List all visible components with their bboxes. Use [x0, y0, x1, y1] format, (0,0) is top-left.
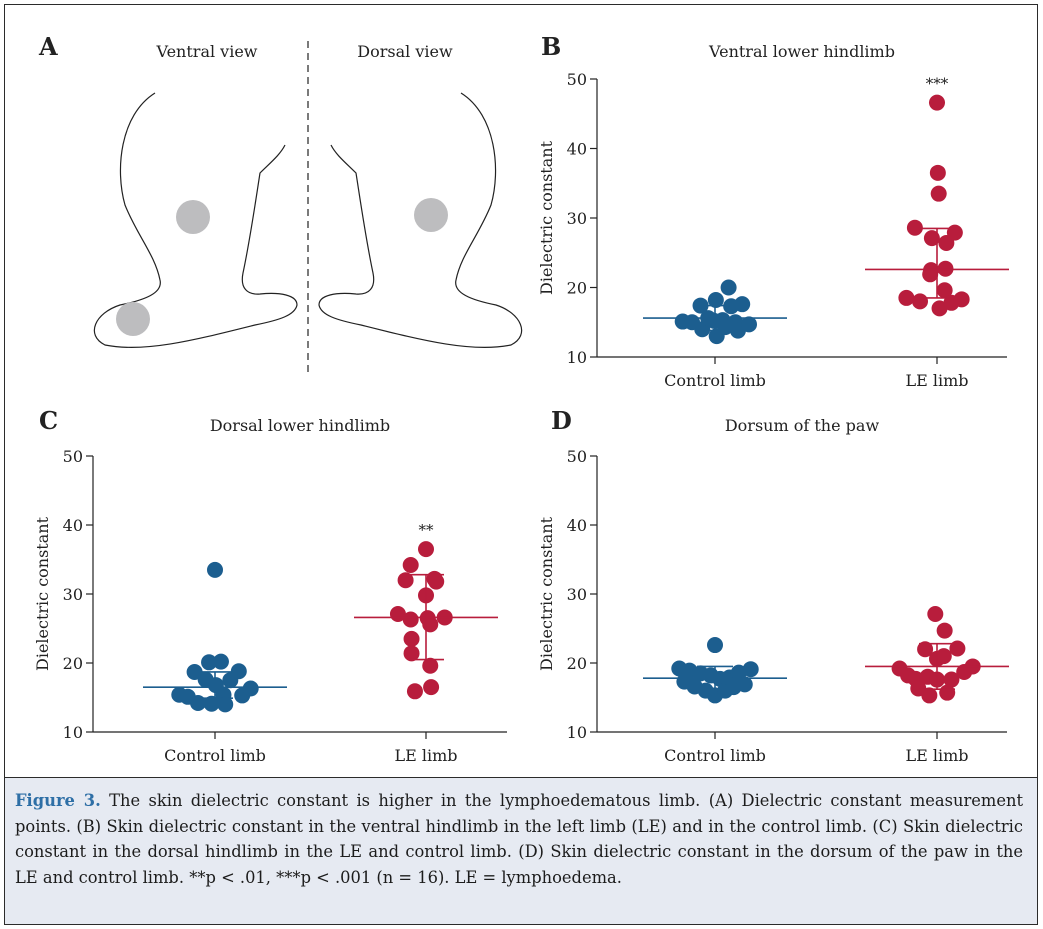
figure-label: Figure 3.	[15, 791, 101, 810]
panel-b-letter: B	[541, 32, 561, 61]
panel-c-data-point	[428, 573, 445, 590]
panel-d-y-tick-label: 30	[567, 585, 587, 604]
panel-c-y-tick-label: 40	[63, 516, 83, 535]
panel-c-data-point	[403, 630, 420, 647]
panel-c-data-point	[203, 695, 220, 712]
ventral-limb-outline	[93, 92, 298, 349]
panel-c-data-point	[422, 657, 439, 674]
panel-d-y-tick-label: 10	[567, 723, 587, 742]
panel-d-data-point	[736, 676, 753, 693]
panel-d-data-point	[917, 641, 934, 658]
panel-c-y-tick-label: 50	[63, 447, 83, 466]
panel-c-y-tick-label: 30	[63, 585, 83, 604]
measurement-point-dorsal	[414, 198, 448, 232]
panel-b-title: Ventral lower hindlimb	[708, 42, 895, 61]
panel-d-letter: D	[551, 406, 572, 435]
panel-c-data-point	[422, 616, 439, 633]
panel-d-data-point	[707, 637, 723, 654]
panel-d-data-point	[949, 640, 966, 657]
panel-d-category-label: Control limb	[664, 746, 766, 765]
panel-b-y-tick-label: 30	[567, 209, 587, 228]
panel-d-data-point	[927, 606, 944, 623]
panel-b-data-point	[929, 94, 945, 111]
panel-c-category-label: LE limb	[394, 746, 457, 765]
panel-b-y-tick-label: 10	[567, 348, 587, 367]
panel-c-data-point	[402, 611, 419, 628]
panel-c-data-point	[397, 572, 414, 589]
panel-b-data-point	[930, 185, 947, 202]
dorsal-view-label: Dorsal view	[357, 42, 453, 61]
panel-b-data-point	[931, 300, 948, 317]
panel-c-category-label: Control limb	[164, 746, 266, 765]
panel-b-y-axis-label: Dielectric constant	[537, 140, 556, 295]
panel-c-chart: C Dorsal lower hindlimb 10 20 30 40 50 Dielect…	[33, 406, 507, 765]
figure-caption: Figure 3. The skin dielectric constant i…	[5, 777, 1037, 924]
panel-b-data-point	[946, 224, 963, 241]
panel-b-category-label: LE limb	[905, 371, 968, 390]
panel-d-data-point	[943, 671, 960, 688]
panel-c-data-point	[201, 654, 218, 671]
panel-c-y-tick-label: 20	[63, 654, 83, 673]
panel-b-data-point	[906, 219, 923, 236]
panel-b-y-tick-label: 40	[567, 140, 587, 159]
panel-b-category-label: Control limb	[664, 371, 766, 390]
panel-b-y-tick-label: 50	[567, 70, 587, 89]
panel-b-y-tick-label: 20	[567, 279, 587, 298]
panel-b-data-point	[720, 279, 737, 296]
panel-c-title: Dorsal lower hindlimb	[210, 416, 390, 435]
panel-d-data-point	[935, 648, 952, 665]
panel-b-chart: B Ventral lower hindlimb 10 20 30 40 50 Dielec…	[537, 32, 1009, 390]
panel-c-data-point	[212, 653, 229, 670]
panel-b-data-point	[912, 293, 928, 310]
panel-c-data-point	[406, 683, 423, 700]
panel-b-data-point	[898, 289, 915, 306]
panel-c-data-point	[242, 680, 259, 697]
panel-c-data-point	[190, 695, 206, 712]
figure-frame: A Ventral view Dorsal view B Ventral low…	[4, 4, 1038, 925]
panel-d-title: Dorsum of the paw	[725, 416, 880, 435]
panel-c-letter: C	[39, 406, 58, 435]
panel-d-data-point	[921, 687, 938, 704]
panel-c-data-point	[230, 663, 247, 680]
panel-d-data-point	[742, 661, 759, 678]
panel-c-y-tick-label: 10	[63, 723, 83, 742]
panel-c-significance-label: **	[419, 521, 435, 539]
panel-d-y-tick-label: 50	[567, 447, 587, 466]
panel-b-data-point	[741, 316, 757, 333]
panel-c-y-axis-label: Dielectric constant	[33, 516, 52, 671]
panel-b-data-point	[734, 296, 751, 313]
panel-b-data-point	[929, 164, 946, 181]
panel-c-data-point	[402, 557, 419, 574]
panel-d-category-label: LE limb	[905, 746, 968, 765]
caption-text: The skin dielectric constant is higher i…	[15, 791, 1023, 887]
panel-b-data-point	[923, 230, 940, 247]
panel-c-data-point	[423, 679, 440, 696]
panel-c-data-point	[403, 645, 420, 662]
panel-d-data-point	[936, 622, 953, 639]
measurement-point-ventral	[176, 200, 210, 234]
panel-d-y-axis-label: Dielectric constant	[537, 516, 556, 671]
panel-a: A Ventral view Dorsal view	[38, 32, 523, 373]
figure-panels: A Ventral view Dorsal view B Ventral low…	[33, 32, 1009, 765]
panel-d-y-tick-label: 40	[567, 516, 587, 535]
panel-b-significance-label: ***	[926, 75, 949, 93]
panel-a-letter: A	[38, 32, 58, 61]
panel-c-data-point	[418, 541, 434, 558]
ventral-view-label: Ventral view	[156, 42, 258, 61]
panel-c-data-point	[207, 561, 223, 578]
panel-b-data-point	[707, 292, 724, 309]
dorsal-limb-outline	[318, 92, 523, 349]
panel-d-y-tick-label: 20	[567, 654, 587, 673]
panel-c-data-point	[217, 696, 234, 713]
panel-d-chart: D Dorsum of the paw 10 20 30 40 50 Dielectric …	[537, 406, 1009, 765]
panel-b-data-point	[936, 282, 953, 299]
measurement-point-paw	[116, 302, 150, 336]
panel-b-data-point	[953, 291, 970, 308]
